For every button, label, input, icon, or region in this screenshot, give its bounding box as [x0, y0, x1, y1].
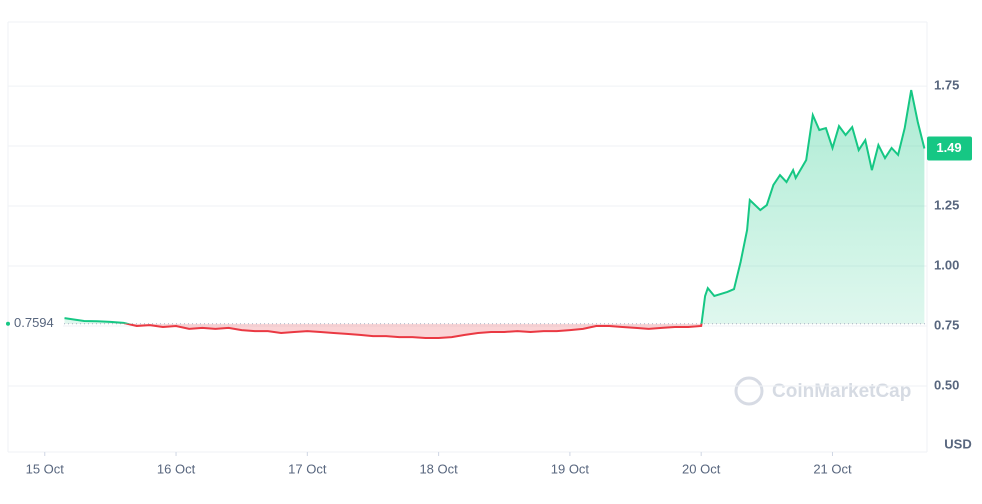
reference-label-bg [9, 314, 63, 333]
watermark: CoinMarketCap [734, 376, 911, 406]
current-price-tag [927, 136, 972, 161]
current-price-label: 1.49 [936, 140, 961, 155]
y-tick-label: 0.75 [934, 317, 959, 332]
price-line-down [121, 323, 703, 339]
x-tick-label: 19 Oct [551, 461, 590, 476]
x-tick-label: 16 Oct [157, 461, 196, 476]
y-tick-label: 1.00 [934, 257, 959, 272]
reference-dot [6, 321, 10, 326]
y-tick-label: 0.50 [934, 377, 959, 392]
price-line-up [64, 89, 926, 324]
x-tick-label: 15 Oct [26, 461, 65, 476]
area-up [64, 90, 925, 324]
y-tick-label: 1.25 [934, 197, 959, 212]
watermark-text: CoinMarketCap [772, 381, 911, 402]
watermark-logo [734, 376, 764, 406]
y-axis-label: USD [944, 436, 971, 451]
x-tick-label: 17 Oct [288, 461, 327, 476]
reference-label: 0.7594 [14, 315, 54, 330]
x-tick-label: 18 Oct [419, 461, 458, 476]
x-tick-label: 20 Oct [682, 461, 721, 476]
y-tick-label: 1.75 [934, 78, 959, 93]
area-down [64, 323, 925, 338]
x-tick-label: 21 Oct [813, 461, 852, 476]
